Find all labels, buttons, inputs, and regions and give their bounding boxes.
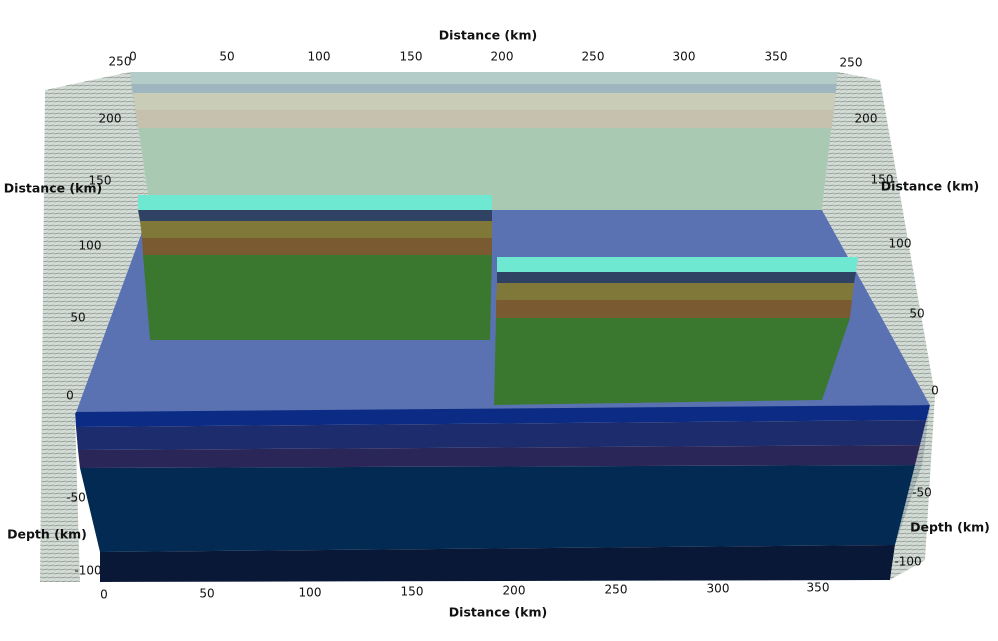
block [494,257,858,405]
tick-label: -100 [894,555,921,569]
tick-label: 50 [70,311,85,325]
right-side [822,72,935,580]
axis-title: Distance (km) [439,28,537,43]
left-side [40,72,150,582]
tick-label: -50 [912,486,932,500]
tick-label: 100 [308,50,331,64]
tick-label: 250 [605,583,628,597]
tick-label: 100 [299,586,322,600]
tick-label: 250 [582,50,605,64]
tick-label: -100 [74,564,101,578]
model [40,72,935,582]
tick-label: 150 [871,173,894,187]
tick-label: 300 [673,50,696,64]
axis-title: Distance (km) [449,605,547,620]
tick-label: 250 [109,55,132,69]
tick-label: 50 [199,587,214,601]
tick-label: 50 [909,307,924,321]
tick-label: 0 [129,50,137,64]
front-face [80,465,922,552]
tick-label: 350 [807,581,830,595]
axis-title: Distance (km) [881,179,979,194]
tick-label: 200 [99,112,122,126]
tick-label: 50 [219,50,234,64]
tick-label: -50 [66,491,86,505]
tick-label: 350 [765,50,788,64]
axis-title: Depth (km) [7,527,87,542]
tick-label: 150 [401,585,424,599]
tick-label: 0 [931,384,939,398]
axis-title: Depth (km) [910,520,990,535]
tick-label: 200 [855,112,878,126]
tick-label: 100 [79,239,102,253]
tick-label: 200 [491,50,514,64]
tick-label: 150 [89,174,112,188]
tick-label: 200 [503,584,526,598]
tick-label: 250 [840,56,863,70]
block [138,195,492,340]
tick-label: 0 [100,588,108,602]
tick-label: 150 [400,50,423,64]
tick-label: 0 [66,389,74,403]
tick-label: 300 [707,582,730,596]
tick-label: 100 [889,237,912,251]
axis-title: Distance (km) [4,181,102,196]
axis-labels: Distance (km) 0 50 100 150 200 250 300 350 Distan… [4,28,990,620]
